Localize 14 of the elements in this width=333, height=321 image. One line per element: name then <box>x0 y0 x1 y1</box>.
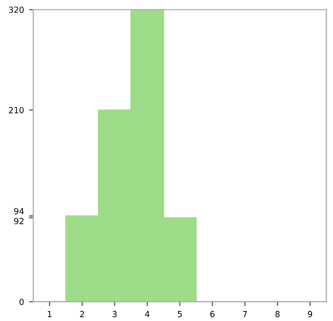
y-tick-label: 320 <box>9 6 24 13</box>
y-tick-label: 92 <box>14 218 24 224</box>
y-tick-label: 210 <box>8 107 24 114</box>
x-tick-label: 7 <box>242 311 247 318</box>
x-tick-label: 2 <box>80 310 84 318</box>
x-tick-label: 6 <box>210 310 215 318</box>
y-tick-label: 0 <box>20 298 24 306</box>
x-tick-label: 5 <box>178 311 182 318</box>
x-tick-label: 4 <box>145 311 150 318</box>
y-tick-label: 94 <box>14 208 24 214</box>
x-tick-label: 9 <box>308 310 312 318</box>
x-tick-label: 3 <box>112 310 117 318</box>
x-tick-label: 8 <box>275 310 280 318</box>
x-tick-label: 1 <box>48 311 52 318</box>
